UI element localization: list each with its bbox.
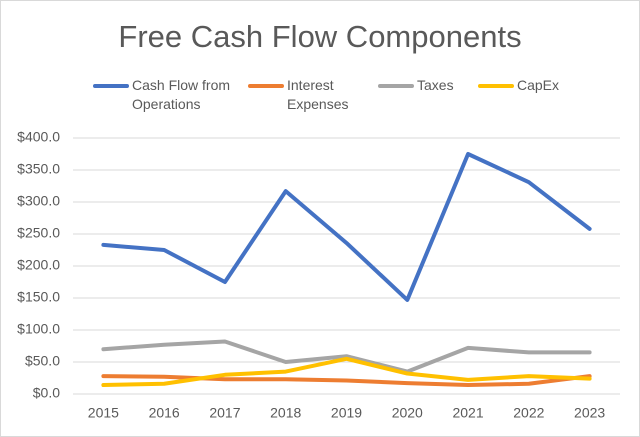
x-tick-label: 2016 xyxy=(149,405,180,421)
legend-label: Taxes xyxy=(417,77,454,93)
y-tick-label: $50.0 xyxy=(25,353,60,369)
x-tick-label: 2019 xyxy=(331,405,362,421)
x-tick-label: 2018 xyxy=(270,405,301,421)
legend-label: Interest Expenses xyxy=(287,77,349,112)
x-tick-label: 2017 xyxy=(209,405,240,421)
line-series xyxy=(101,374,592,388)
x-tick-label: 2020 xyxy=(392,405,423,421)
x-tick-label: 2021 xyxy=(452,405,483,421)
line-series xyxy=(101,356,592,388)
chart-title: Free Cash Flow Components xyxy=(118,19,521,54)
line-series xyxy=(101,339,592,374)
y-tick-label: $100.0 xyxy=(17,321,60,337)
y-tick-label: $400.0 xyxy=(17,129,60,145)
y-tick-label: $150.0 xyxy=(17,289,60,305)
y-tick-label: $0.0 xyxy=(33,385,60,401)
y-tick-label: $300.0 xyxy=(17,193,60,209)
x-tick-label: 2023 xyxy=(574,405,605,421)
x-tick-label: 2015 xyxy=(88,405,119,421)
y-tick-label: $350.0 xyxy=(17,161,60,177)
y-tick-label: $250.0 xyxy=(17,225,60,241)
y-tick-label: $200.0 xyxy=(17,257,60,273)
x-tick-label: 2022 xyxy=(513,405,544,421)
legend-label: CapEx xyxy=(517,77,560,93)
legend-label: Cash Flow from Operations xyxy=(132,77,231,112)
line-series xyxy=(101,152,592,302)
